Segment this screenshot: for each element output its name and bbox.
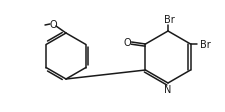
Text: O: O	[124, 38, 131, 48]
Text: N: N	[164, 84, 172, 94]
Text: Br: Br	[200, 40, 211, 50]
Text: O: O	[49, 20, 57, 30]
Text: Br: Br	[164, 15, 174, 25]
